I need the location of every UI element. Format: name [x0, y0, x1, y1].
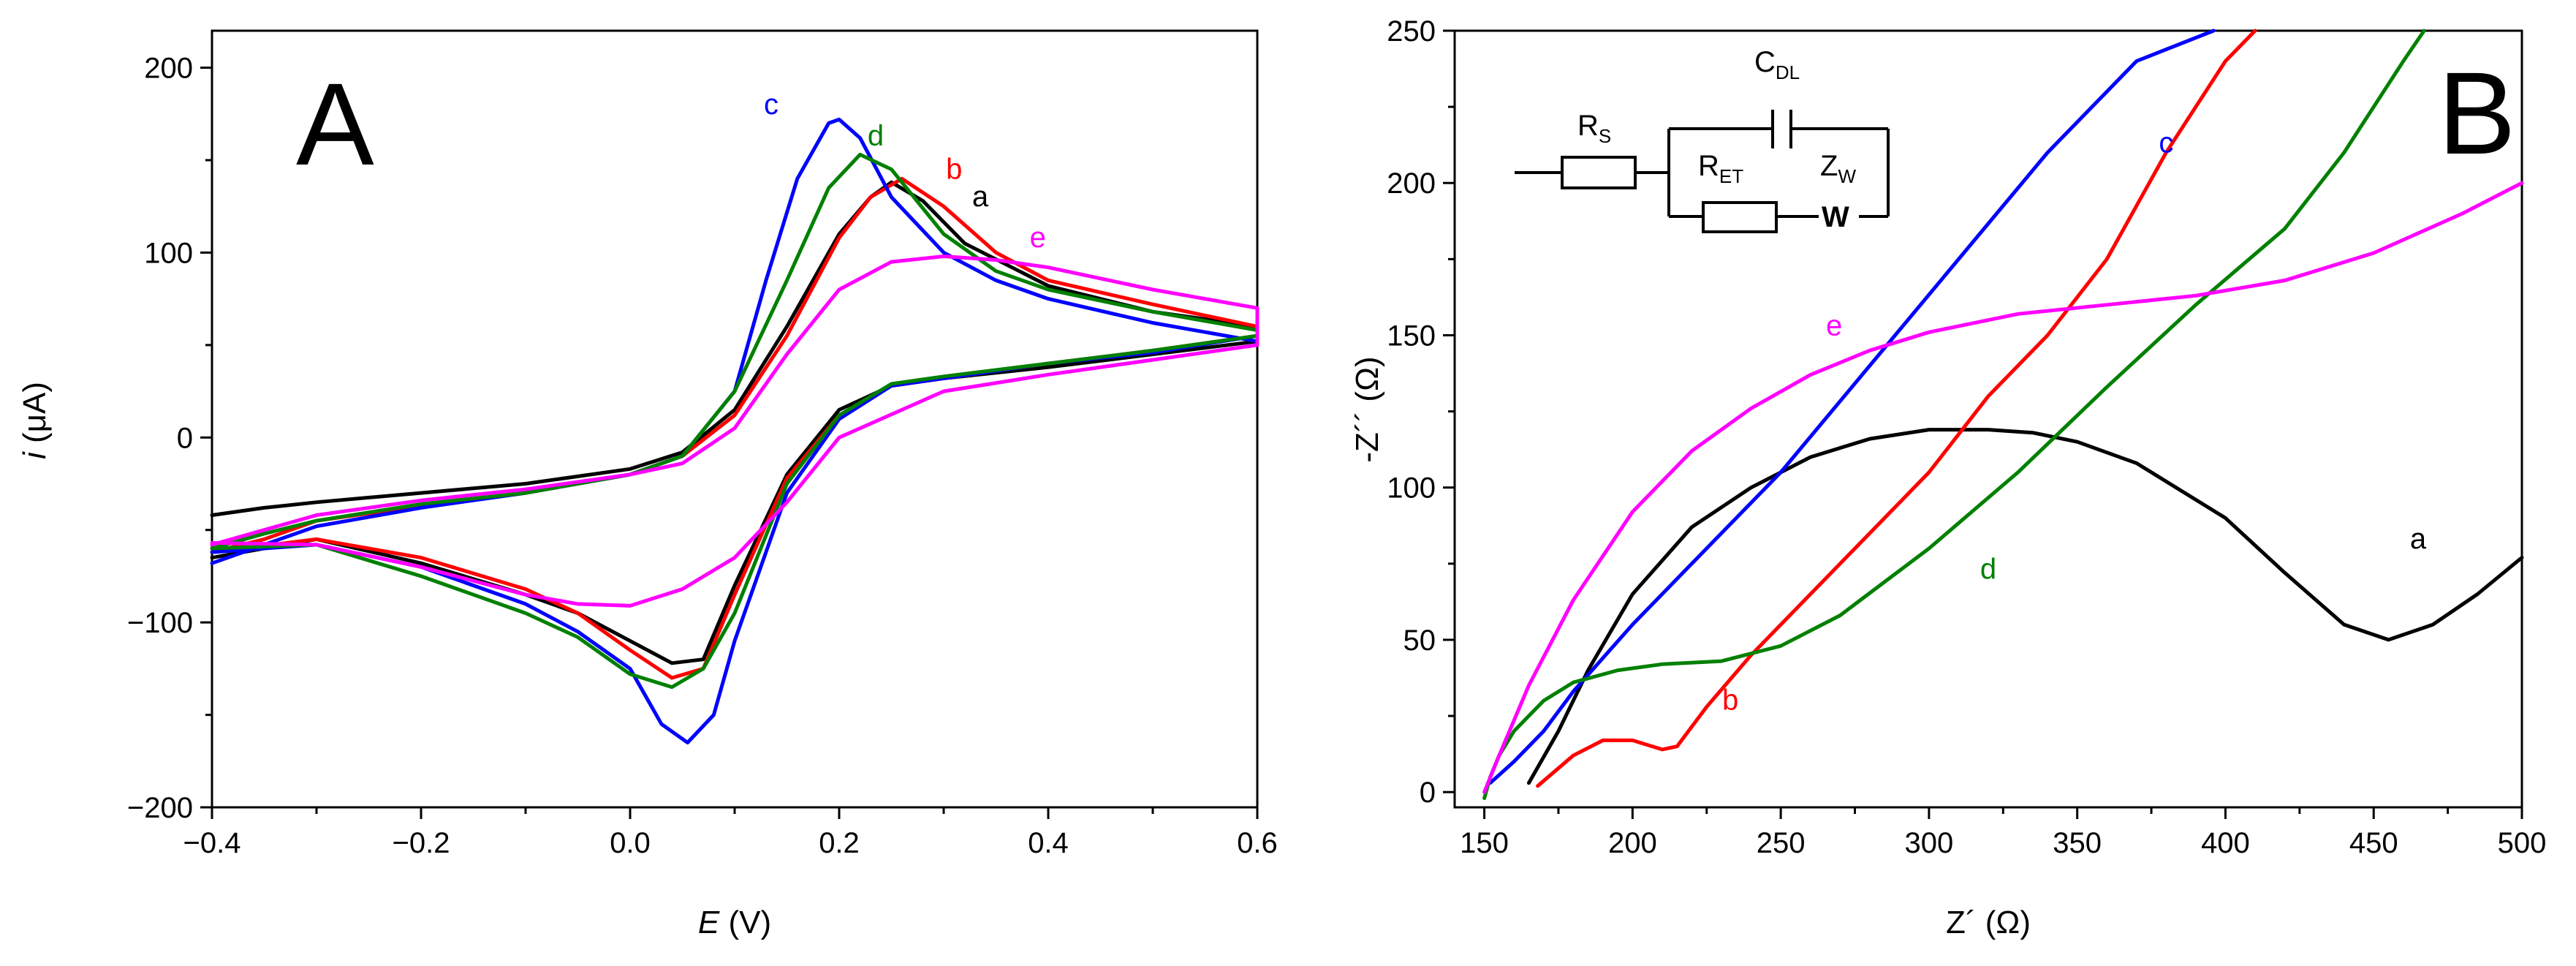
panel-b-x-tick-label: 150	[1460, 827, 1509, 859]
panel-b-y-tick-label: 50	[1403, 624, 1436, 657]
panel-a-curve-label-a: a	[972, 181, 989, 213]
panel-a-x-axis-title: E (V)	[698, 905, 771, 940]
panel-b-series-d	[1482, 29, 2426, 800]
panel-b-y-tick-label: 250	[1387, 15, 1436, 48]
rs-resistor	[1561, 156, 1637, 189]
zw-label: ZW	[1820, 150, 1856, 187]
rs-label: RS	[1577, 110, 1611, 147]
panel-a-y-ticks: −200 −100 0 100 200	[127, 53, 212, 824]
panel-a-x-tick-label: −0.2	[393, 827, 450, 859]
panel-a-series	[210, 117, 1259, 744]
panel-b-curve-label-b: b	[1722, 684, 1738, 717]
ret-resistor	[1702, 201, 1778, 233]
panel-b-x-tick-label: 350	[2053, 827, 2102, 859]
panel-a-x-axis-symbol: E	[698, 905, 720, 940]
panel-b-x-tick-label: 250	[1757, 827, 1806, 859]
panel-b-plot-frame	[1453, 29, 2523, 809]
panel-a-y-tick-label: 100	[144, 237, 193, 269]
panel-b-x-tick-label: 450	[2349, 827, 2398, 859]
panel-b-x-tick-label: 300	[1905, 827, 1954, 859]
panel-a-series-d	[210, 152, 1259, 690]
panel-a-letter: A	[296, 59, 374, 189]
panel-b-y-ticks: 0 50 100 150 200 250	[1387, 15, 1455, 809]
panel-b-series-e	[1482, 181, 2524, 794]
panel-b-series	[1482, 29, 2524, 800]
panel-a-curve-label-c: c	[764, 88, 779, 121]
panel-b-y-tick-label: 200	[1387, 167, 1436, 200]
panel-b-letter: B	[2438, 48, 2516, 178]
panel-b-y-tick-label: 0	[1420, 777, 1436, 809]
panel-a-x-tick-label: 0.0	[610, 827, 651, 859]
panel-a-series-e	[210, 254, 1259, 608]
panel-a-curve-label-b: b	[946, 153, 962, 185]
panel-a-x-tick-label: −0.4	[183, 827, 241, 859]
panel-a-x-tick-label: 0.2	[819, 827, 860, 859]
panel-b-curve-labels: a b c d e	[1722, 127, 2427, 717]
panel-a-curve-label-e: e	[1030, 222, 1046, 254]
panel-b-x-ticks: 150 200 250 300 350 400 450 500	[1460, 807, 2546, 859]
panel-b-y-tick-label: 100	[1387, 472, 1436, 505]
panel-a: −0.4 −0.2 0.0 0.2 0.4 0.6 −200 −100 0 100 200 ab c…	[17, 29, 1278, 940]
panel-b-x-tick-label: 400	[2201, 827, 2250, 859]
panel-a-y-axis-symbol: i	[17, 451, 53, 459]
panel-a-y-tick-label: −100	[127, 607, 193, 639]
panel-b-curve-label-a: a	[2410, 523, 2427, 555]
panel-a-series-c	[210, 117, 1259, 744]
panel-a-y-axis-title: i (μA)	[17, 382, 53, 459]
panel-b-x-axis-title: Z´ (Ω)	[1946, 905, 2031, 940]
panel-b: 150 200 250 300 350 400 450 500 0 50 100 150 200 250…	[1349, 15, 2546, 940]
panel-b-curve-label-e: e	[1826, 309, 1842, 342]
panel-a-x-axis-unit: (V)	[719, 905, 771, 940]
panel-b-curve-label-d: d	[1980, 554, 1996, 586]
panel-b-y-axis-title: -Z´´ (Ω)	[1349, 356, 1385, 462]
panel-b-x-tick-label: 200	[1608, 827, 1657, 859]
warburg-element-symbol: W	[1822, 201, 1849, 233]
panel-b-series-c	[1488, 29, 2216, 785]
equivalent-circuit-inset: W RS CDL RET ZW	[1515, 46, 1890, 233]
ret-label: RET	[1698, 150, 1743, 187]
panel-a-y-tick-label: −200	[127, 792, 193, 824]
panel-a-curve-labels: ab c d e	[764, 88, 1046, 254]
panel-a-x-tick-label: 0.6	[1237, 827, 1278, 859]
panel-a-curve-label-d: d	[868, 120, 884, 152]
panel-b-y-tick-label: 150	[1387, 320, 1436, 352]
panel-b-x-tick-label: 500	[2498, 827, 2547, 859]
panel-a-y-tick-label: 0	[177, 422, 193, 454]
panel-a-x-ticks: −0.4 −0.2 0.0 0.2 0.4 0.6	[183, 807, 1278, 859]
panel-a-y-tick-label: 200	[144, 53, 193, 85]
panel-b-series-b	[1536, 29, 2257, 788]
panel-b-series-a	[1526, 428, 2524, 785]
panel-a-y-axis-unit: (μA)	[17, 382, 53, 452]
cdl-label: CDL	[1754, 46, 1800, 83]
panel-a-x-tick-label: 0.4	[1028, 827, 1069, 859]
panel-b-curve-label-c: c	[2159, 127, 2173, 159]
